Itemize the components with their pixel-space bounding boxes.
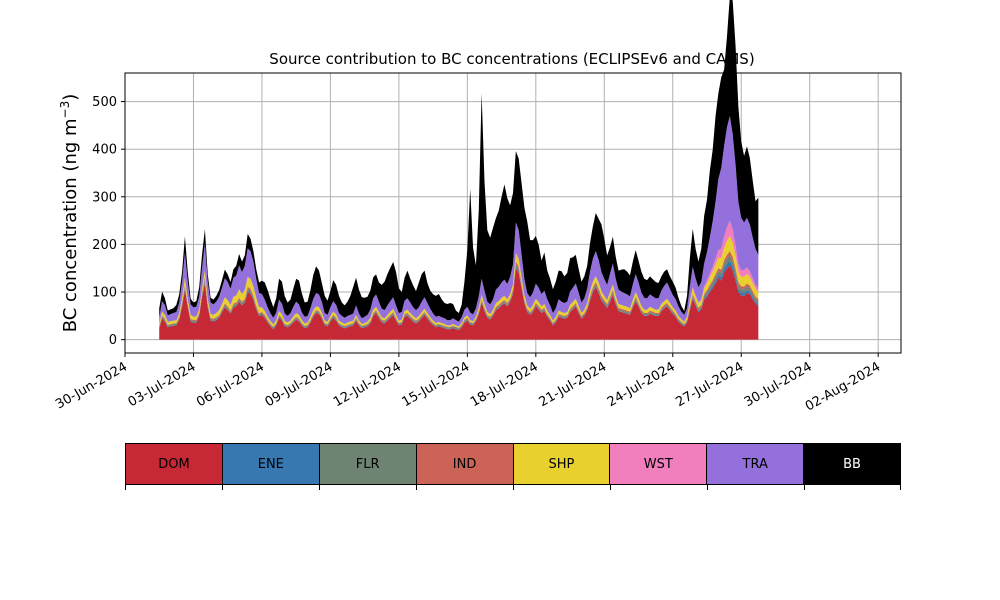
chart-title: Source contribution to BC concentrations… <box>269 50 754 68</box>
x-axis-ticks: 30-Jun-202403-Jul-202406-Jul-202409-Jul-… <box>53 353 883 415</box>
legend-entry-ene: ENE <box>222 444 320 484</box>
colorbar-tick <box>900 485 901 490</box>
plot-frame <box>124 72 902 354</box>
x-tick-label: 30-Jun-2024 <box>53 359 130 412</box>
y-tick-label: 400 <box>92 143 117 158</box>
colorbar-tick <box>222 485 223 490</box>
x-tick-label: 18-Jul-2024 <box>468 359 541 410</box>
colorbar-tick <box>416 485 417 490</box>
y-axis-label-main: BC concentration (ng m <box>60 118 81 332</box>
stacked-areas <box>159 0 759 340</box>
colorbar-tick <box>125 485 126 490</box>
y-tick-label: 500 <box>92 95 117 110</box>
y-tick-label: 200 <box>92 238 117 253</box>
colorbar-tick <box>513 485 514 490</box>
source-colorbar-legend: DOM ENE FLR IND SHP WST TRA BB <box>125 443 901 485</box>
legend-entry-flr: FLR <box>319 444 417 484</box>
y-axis-label: BC concentration (ng m−3) <box>58 94 81 333</box>
legend-entry-wst: WST <box>610 444 708 484</box>
legend-entry-tra: TRA <box>707 444 805 484</box>
legend-entry-dom: DOM <box>126 444 223 484</box>
x-tick-label: 02-Aug-2024 <box>803 359 883 414</box>
x-tick-label: 03-Jul-2024 <box>126 359 199 410</box>
y-axis-label-exponent: −3 <box>58 101 72 119</box>
x-tick-label: 24-Jul-2024 <box>605 359 678 410</box>
colorbar-tick <box>610 485 611 490</box>
legend-entry-bb: BB <box>804 444 900 484</box>
x-tick-label: 27-Jul-2024 <box>673 359 746 410</box>
x-tick-label: 12-Jul-2024 <box>331 359 404 410</box>
colorbar-tick <box>319 485 320 490</box>
x-tick-label: 15-Jul-2024 <box>400 359 473 410</box>
x-tick-label: 09-Jul-2024 <box>263 359 336 410</box>
y-axis-label-close: ) <box>60 94 81 101</box>
legend-entry-ind: IND <box>416 444 514 484</box>
x-tick-label: 21-Jul-2024 <box>536 359 609 410</box>
area-series-tra <box>159 115 759 327</box>
area-series-dom <box>159 265 759 340</box>
y-tick-label: 100 <box>92 286 117 301</box>
y-tick-label: 0 <box>109 333 117 348</box>
colorbar-tick <box>707 485 708 490</box>
x-tick-label: 06-Jul-2024 <box>194 359 267 410</box>
colorbar-tick <box>804 485 805 490</box>
y-tick-label: 300 <box>92 190 117 205</box>
y-axis-ticks: 0 100 200 300 400 500 <box>92 95 125 348</box>
colorbar-ticks <box>125 485 901 491</box>
legend-entry-shp: SHP <box>513 444 611 484</box>
